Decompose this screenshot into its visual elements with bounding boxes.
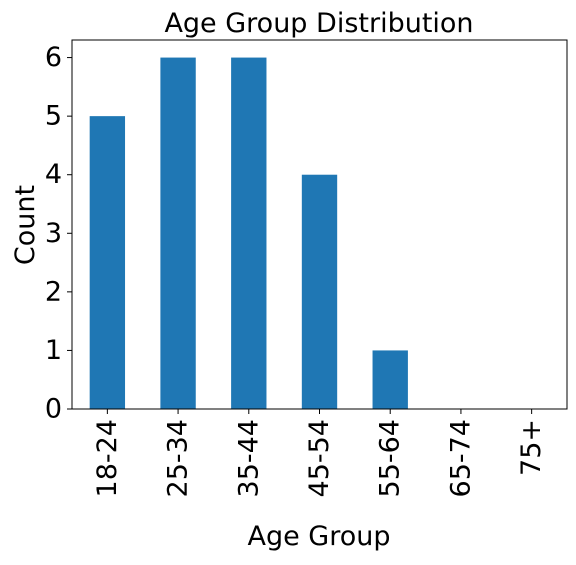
y-tick-label: 2	[45, 276, 62, 307]
y-tick-label: 5	[45, 101, 62, 132]
bar-45-54	[301, 174, 338, 409]
bar-35-44	[231, 57, 267, 409]
bar-55-64	[372, 350, 408, 409]
y-tick-label: 1	[45, 335, 62, 366]
x-tick-label: 18-24	[92, 419, 123, 497]
x-tick-label: 25-34	[163, 419, 194, 497]
y-tick-label: 4	[45, 159, 62, 190]
x-tick-label: 75+	[516, 419, 547, 476]
bar-25-34	[160, 57, 196, 409]
x-tick-label: 35-44	[233, 419, 264, 497]
chart-title: Age Group Distribution	[164, 8, 473, 39]
x-axis: 18-24 25-34 35-44 45-54 55-64 65-74 75+	[92, 409, 547, 497]
y-axis-label: Count	[10, 185, 41, 265]
plot-area	[71, 39, 568, 410]
x-tick-label: 55-64	[375, 419, 406, 497]
y-tick-label: 3	[45, 218, 62, 249]
y-tick-label: 6	[45, 42, 62, 73]
y-axis: 0 1 2 3 4 5 6	[45, 42, 72, 425]
x-tick-label: 65-74	[445, 419, 476, 497]
bar-18-24	[89, 116, 126, 409]
y-tick-label: 0	[45, 394, 62, 425]
x-tick-label: 45-54	[304, 419, 335, 497]
bars-group	[89, 57, 408, 409]
x-axis-label: Age Group	[247, 521, 390, 552]
